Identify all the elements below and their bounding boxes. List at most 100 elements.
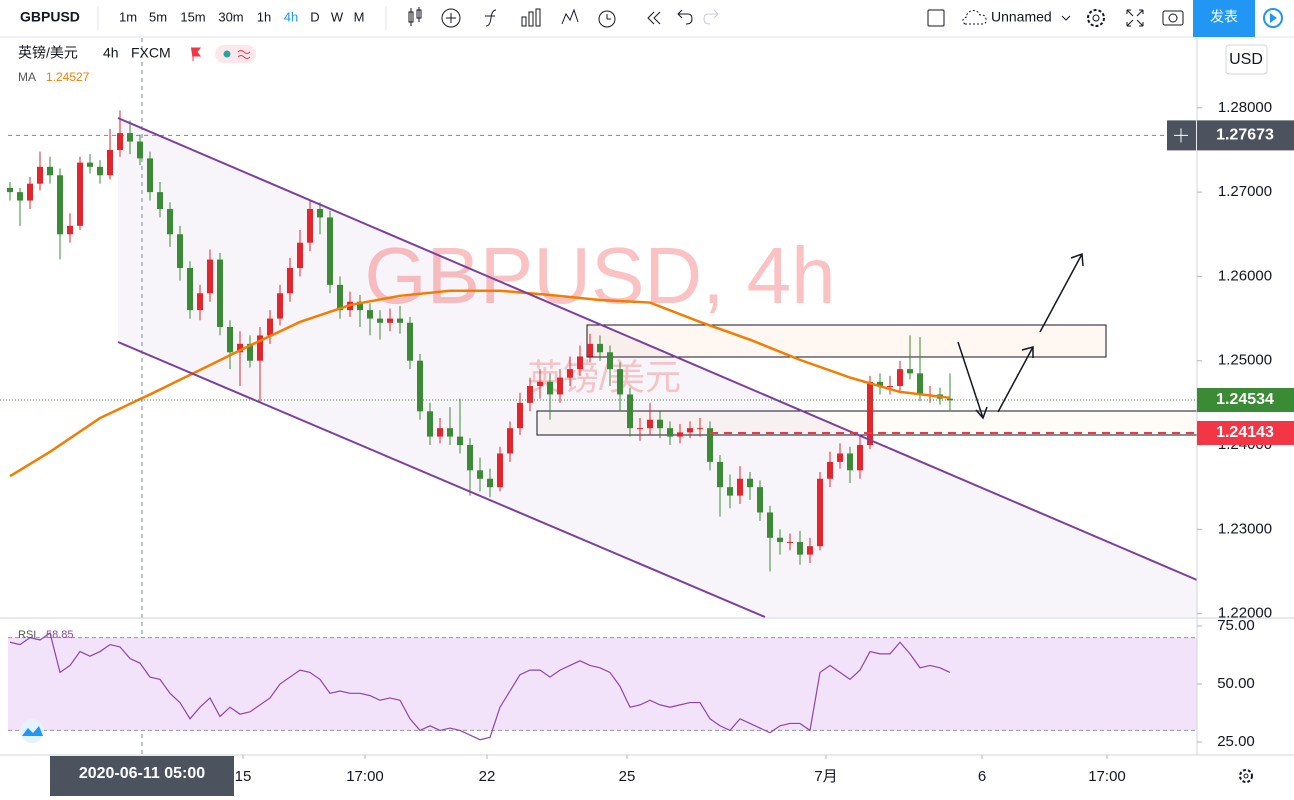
crosshair-price-badge (1197, 120, 1294, 151)
currency-label[interactable]: USD (1229, 51, 1263, 68)
candle-body (107, 149, 113, 176)
candle-body (517, 402, 523, 429)
candle-body (7, 187, 13, 193)
publish-label[interactable]: 发表 (1210, 9, 1238, 25)
candle-body (87, 162, 93, 167)
crosshair-time-badge (50, 756, 234, 796)
resistance-box (586, 324, 1107, 358)
candle-body (237, 343, 243, 353)
fullscreen-icon[interactable] (1126, 9, 1144, 27)
layout-menu-icon[interactable] (1061, 15, 1071, 21)
candle-body (807, 546, 813, 555)
publish-button[interactable] (1193, 0, 1255, 37)
channel-lower (117, 341, 766, 618)
candle-body (687, 428, 693, 433)
layout-name[interactable]: Unnamed (991, 9, 1052, 25)
candle-body (537, 381, 543, 387)
flag-icon[interactable] (191, 47, 201, 61)
y-tick-label: 1.23000 (1218, 520, 1272, 537)
rsi-tick-label: 75.00 (1217, 617, 1255, 634)
candle-body (497, 453, 503, 488)
candles (7, 110, 953, 741)
candle-body (607, 352, 613, 370)
candle-body (557, 377, 563, 395)
candle-body (157, 192, 163, 209)
candle-body (697, 428, 703, 430)
snapshot-icon[interactable] (1162, 10, 1184, 26)
candle-body (437, 428, 443, 437)
ma-legend-name: MA (18, 70, 36, 84)
candle-body (777, 537, 783, 542)
checkbox[interactable] (927, 9, 945, 27)
candle-body (547, 381, 553, 395)
last-price-label: 1.24534 (1216, 391, 1274, 408)
level-badge (1197, 420, 1294, 445)
candle-body (837, 453, 843, 462)
status-wave (237, 50, 251, 59)
play-button[interactable] (1263, 8, 1283, 28)
rsi-tick-label: 50.00 (1217, 675, 1255, 692)
undo-icon[interactable] (677, 9, 693, 25)
axis-settings-icon[interactable] (1239, 769, 1253, 783)
candle-body (647, 419, 653, 429)
candle-body (567, 369, 573, 378)
candle-body (597, 343, 603, 353)
settings-icon[interactable] (1087, 9, 1105, 27)
candle-body (367, 310, 373, 319)
candle-body (707, 428, 713, 462)
level-label: 1.24143 (1216, 424, 1274, 441)
interval-button[interactable]: 1m (119, 9, 137, 24)
symbol-button[interactable]: GBPUSD (20, 9, 80, 25)
crosshair-price-label: 1.27673 (1216, 127, 1274, 144)
interval-button[interactable]: 4h (284, 9, 298, 24)
x-tick-label: 17:00 (346, 768, 384, 785)
interval-button[interactable]: M (354, 9, 365, 24)
x-tick-label: 6 (978, 768, 986, 785)
candle-body (127, 133, 133, 142)
interval-button[interactable]: W (331, 9, 344, 24)
currency-button[interactable] (1225, 44, 1268, 75)
candle-body (147, 158, 153, 193)
candle-body (197, 293, 203, 311)
axis-labels: 1.280001.270001.260001.250001.240001.230… (50, 99, 1294, 796)
x-tick-label: 22 (479, 768, 496, 785)
candle-body (817, 478, 823, 547)
y-tick-label: 1.22000 (1218, 605, 1272, 622)
candle-body (877, 381, 883, 387)
rsi-band (8, 637, 1197, 731)
candle-body (867, 381, 873, 446)
candle-body (787, 541, 793, 543)
compare-icon[interactable] (521, 8, 541, 27)
candle-body (327, 217, 333, 285)
watermark: GBPUSD, 4h (364, 231, 835, 320)
interval-button[interactable]: 5m (149, 9, 167, 24)
candle-body (257, 335, 263, 361)
cloud-icon (962, 10, 987, 25)
drawings (0, 117, 1198, 618)
candle-body (857, 445, 863, 471)
legend-symbol: 英镑/美元 (18, 45, 78, 61)
interval-button[interactable]: 30m (218, 9, 243, 24)
logo (20, 719, 44, 743)
interval-button[interactable]: 15m (180, 9, 205, 24)
functions-icon[interactable] (485, 9, 497, 27)
bar-style-icon[interactable] (408, 7, 422, 26)
candle-body (947, 398, 953, 401)
indicators-icon[interactable] (441, 8, 461, 28)
interval-button[interactable]: 1h (257, 9, 271, 24)
candle-body (97, 166, 103, 176)
redo-icon[interactable] (703, 9, 719, 25)
y-tick-label: 1.27000 (1218, 183, 1272, 200)
candle-body (307, 208, 313, 243)
replay-icon[interactable] (647, 11, 661, 25)
crosshair-add-icon[interactable] (1174, 128, 1188, 143)
candle-body (507, 428, 513, 454)
alert-icon[interactable] (598, 10, 616, 28)
crosshair-time-label: 2020-06-11 05:00 (79, 765, 205, 782)
templates-icon[interactable] (561, 8, 579, 25)
candle-body (397, 318, 403, 323)
interval-button[interactable]: D (310, 9, 319, 24)
candle-body (317, 208, 323, 218)
